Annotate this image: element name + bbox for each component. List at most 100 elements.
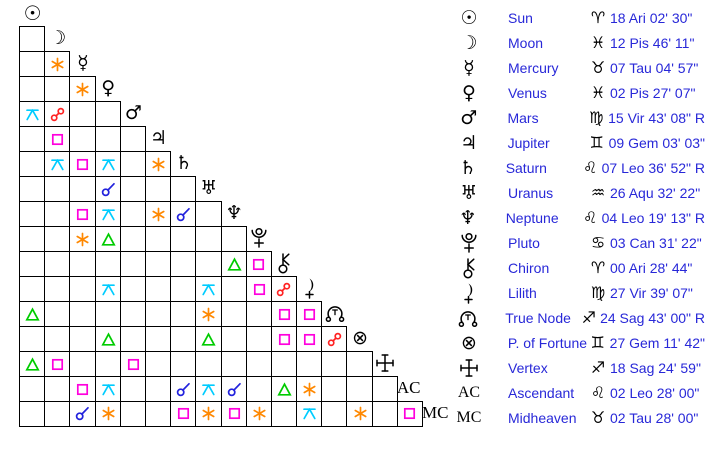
opposition-icon: [276, 282, 291, 297]
aspect-cell-neptune-chiron: [220, 250, 247, 277]
aspect-cell-moon-venus: [44, 75, 71, 102]
position-row-neptune: ♆ Neptune ♌ 04 Leo 19' 13" R: [450, 205, 705, 230]
position-row-mc: MC Midheaven ♉ 02 Tau 28' 00": [450, 405, 705, 430]
aspect-cell-saturn-chiron: [170, 250, 197, 277]
aspect-cell-jupiter-lilith: [144, 275, 172, 302]
aspect-cell-sun-venus: [19, 75, 46, 102]
aspect-cell-sun-chiron: [19, 250, 46, 277]
aspect-cell-venus-chiron: [94, 250, 121, 277]
opposition-icon: [327, 332, 342, 347]
aspect-cell-jupiter-pluto: [144, 225, 172, 252]
aspect-cell-venus-lilith: [94, 275, 121, 302]
cancer-icon: ♋: [590, 233, 606, 252]
pisces-icon: ♓: [590, 33, 606, 52]
aspect-cell-mercury-jupiter: [69, 125, 96, 152]
mars-icon: ♂: [460, 106, 478, 129]
trine-icon: [25, 306, 40, 322]
aspect-cell-saturn-ac: [170, 375, 197, 402]
quincunx-icon: [101, 382, 116, 397]
position-row-mars: ♂ Mars ♍ 15 Vir 43' 08" R: [450, 105, 705, 130]
aspect-cell-moon-truenode: [44, 300, 71, 327]
aspect-cell-truenode-mc: [321, 400, 348, 427]
aspect-cell-lilith-vertex: [296, 350, 323, 377]
leo-icon: ♌: [583, 158, 598, 177]
aspect-cell-pluto-pfortune: [245, 325, 272, 352]
aspect-cell-uranus-lilith: [195, 275, 222, 302]
aspect-cell-jupiter-vertex: [144, 350, 172, 377]
conjunction-icon: [176, 207, 191, 222]
aspect-cell-sun-mercury: [19, 50, 46, 77]
square-icon: [251, 257, 266, 272]
mc-icon: MC: [456, 408, 482, 426]
grid-point-ac: AC: [396, 378, 421, 397]
aspect-cell-uranus-chiron: [195, 250, 222, 277]
point-position: 12 Pis 46' 11": [610, 34, 695, 51]
square-icon: [402, 406, 417, 421]
point-name: Chiron: [508, 259, 550, 276]
neptune-icon: ♆: [225, 202, 243, 224]
point-name: Vertex: [508, 359, 548, 376]
aspect-cell-moon-vertex: [44, 350, 71, 377]
aspect-cell-mercury-uranus: [69, 175, 96, 202]
aquarius-icon: ♒: [590, 183, 606, 202]
venus-icon: ♀: [101, 77, 116, 99]
quincunx-icon: [25, 107, 40, 122]
square-icon: [302, 332, 317, 347]
point-position: 15 Vir 43' 08" R: [608, 109, 705, 126]
square-icon: [75, 157, 90, 172]
chiron-icon: [450, 257, 488, 279]
truenode-icon: [324, 302, 346, 324]
aspect-cell-chiron-mc: [270, 400, 298, 427]
aspect-cell-venus-vertex: [94, 350, 121, 377]
grid-point-pfortune: ⊗: [346, 326, 373, 351]
aspect-cell-sun-mc: [19, 400, 46, 427]
aspect-cell-venus-saturn: [94, 150, 121, 177]
moon-icon: ☽: [460, 31, 478, 54]
aspect-cell-sun-lilith: [19, 275, 46, 302]
aspect-cell-pluto-vertex: [245, 350, 272, 377]
trine-icon: [277, 381, 292, 397]
aspect-cell-mercury-mars: [69, 100, 96, 127]
trine-icon: [201, 331, 217, 347]
truenode-icon: [450, 307, 485, 329]
point-name: Midheaven: [508, 409, 577, 426]
aspect-cell-lilith-pfortune: [296, 325, 323, 352]
point-position: 09 Gem 03' 03": [608, 134, 705, 151]
trine-icon: [226, 256, 242, 272]
square-icon: [75, 207, 90, 222]
aspect-cell-uranus-neptune: [195, 200, 222, 227]
quincunx-icon: [101, 157, 116, 172]
aspect-cell-saturn-truenode: [170, 300, 197, 327]
position-row-pfortune: ⊗ P. of Fortune ♊ 27 Gem 11' 42": [450, 330, 705, 355]
sextile-icon: [151, 207, 166, 222]
square-icon: [126, 357, 141, 372]
position-row-saturn: ♄ Saturn ♌ 07 Leo 36' 52" R: [450, 155, 705, 180]
aries-icon: ♈: [590, 8, 606, 27]
ac-icon: AC: [457, 383, 481, 401]
square-icon: [302, 307, 317, 322]
quincunx-icon: [101, 207, 116, 222]
aspect-cell-pluto-truenode: [245, 300, 272, 327]
aspect-cell-chiron-truenode: [270, 300, 298, 327]
aspect-cell-venus-mars: [94, 100, 121, 127]
position-row-pluto: Pluto ♋ 03 Can 31' 22": [450, 230, 705, 255]
positions-table: ☉ Sun ♈ 18 Ari 02' 30" ☽ Moon ♓ 12 Pis 46' 11" ☿…: [450, 5, 705, 430]
aspect-cell-moon-jupiter: [44, 125, 71, 152]
aspect-cell-neptune-truenode: [220, 300, 247, 327]
aspect-cell-moon-saturn: [44, 150, 71, 177]
aspect-cell-sun-ac: [19, 375, 46, 402]
venus-icon: ♀: [462, 81, 476, 104]
aspect-cell-saturn-pluto: [170, 225, 197, 252]
aspect-cell-saturn-mc: [170, 400, 197, 427]
aspect-cell-ac-mc: [396, 400, 424, 427]
point-name: Moon: [508, 34, 544, 51]
point-name: Mercury: [508, 59, 559, 76]
neptune-icon: ♆: [459, 206, 477, 229]
aspect-cell-neptune-lilith: [220, 275, 247, 302]
aspect-cell-mars-vertex: [119, 350, 146, 377]
aspect-cell-venus-pluto: [94, 225, 121, 252]
square-icon: [50, 132, 65, 147]
aspect-cell-mars-lilith: [119, 275, 146, 302]
square-icon: [277, 332, 292, 347]
aspect-cell-chiron-ac: [270, 375, 298, 402]
